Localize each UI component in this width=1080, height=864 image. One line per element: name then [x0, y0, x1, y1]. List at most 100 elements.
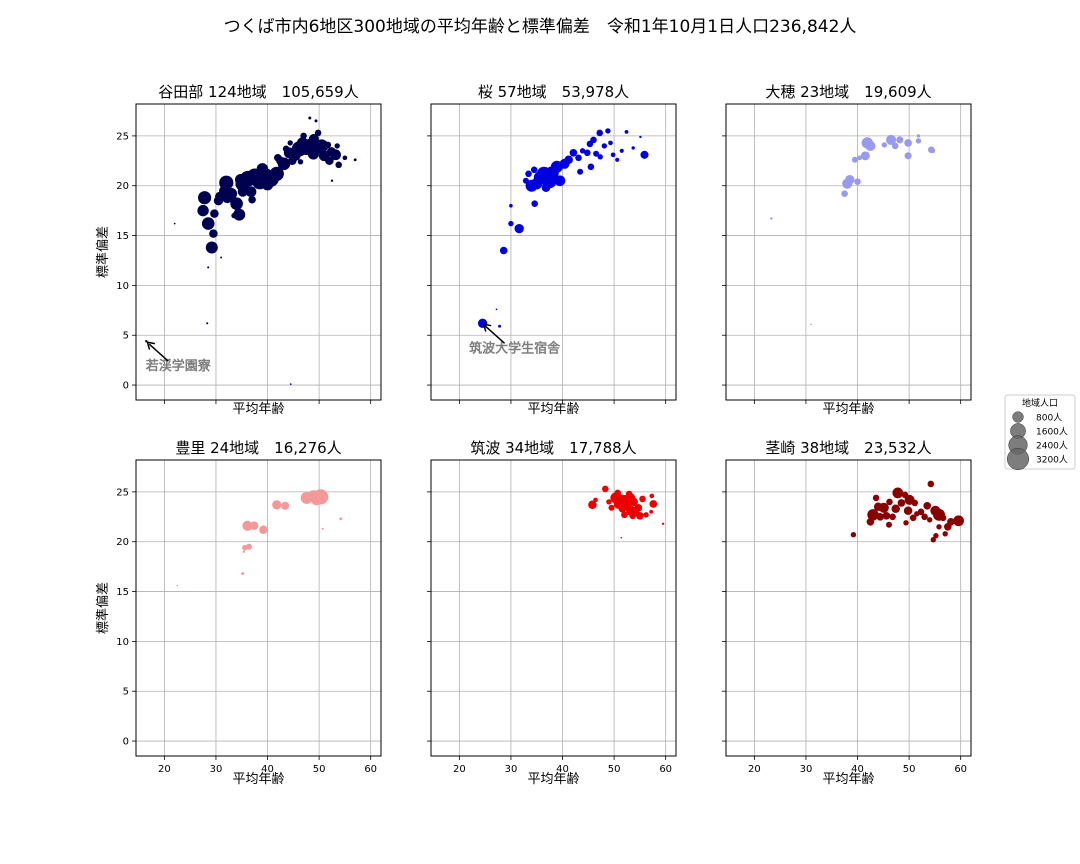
data-point [554, 175, 566, 187]
plot-frame [725, 103, 972, 401]
data-point [577, 168, 584, 175]
y-axis-label: 標準偏差 [95, 226, 111, 278]
data-point [886, 134, 897, 145]
data-point [904, 152, 912, 160]
data-point [300, 132, 307, 140]
data-point [342, 155, 348, 161]
data-point [297, 159, 304, 165]
data-point [584, 149, 591, 157]
data-point [231, 212, 237, 219]
data-point [886, 498, 893, 506]
legend-entry: 2400人 [1036, 441, 1068, 452]
data-point [889, 513, 896, 521]
y-tick-label: 10 [116, 281, 129, 292]
data-point [575, 154, 582, 162]
data-point [219, 186, 229, 196]
data-point [621, 511, 628, 519]
data-point [353, 158, 357, 162]
data-point [569, 149, 578, 157]
data-point [325, 156, 334, 166]
data-point [876, 513, 884, 521]
data-point [927, 517, 933, 523]
data-point [605, 128, 611, 134]
data-point [930, 148, 936, 154]
plot-frame [725, 459, 972, 757]
data-point [953, 515, 964, 527]
legend-marker [1007, 448, 1029, 470]
panel-title: 豊里 24地域 16,276人 [175, 439, 341, 457]
data-point [601, 143, 607, 149]
x-tick-label: 60 [364, 764, 377, 775]
data-point [579, 148, 586, 154]
data-point [314, 144, 324, 154]
y-tick-label: 0 [123, 381, 129, 392]
data-point [892, 487, 904, 499]
x-tick-label: 50 [313, 764, 326, 775]
legend-marker [1012, 411, 1024, 423]
data-point [248, 195, 256, 204]
data-point [230, 197, 243, 210]
data-point [625, 490, 633, 498]
data-point [326, 147, 337, 157]
x-tick-label: 20 [748, 764, 761, 775]
data-point [850, 532, 857, 538]
x-axis-label: 平均年齢 [527, 402, 579, 417]
x-tick-label: 20 [158, 764, 171, 775]
data-point [606, 499, 612, 505]
data-point [872, 494, 880, 502]
x-axis-label: 平均年齢 [232, 402, 284, 417]
data-point [205, 241, 218, 254]
figure-title: つくば市内6地区300地域の平均年齢と標準偏差 令和1年10月1日人口236,8… [224, 17, 857, 37]
data-point [933, 533, 939, 539]
y-tick-label: 5 [123, 687, 129, 698]
plot-frame [430, 103, 677, 401]
x-tick-label: 40 [261, 764, 274, 775]
data-point [509, 203, 513, 208]
data-point [210, 209, 219, 218]
data-point [564, 155, 573, 165]
data-point [873, 502, 883, 512]
data-point [588, 500, 597, 510]
data-point [930, 537, 936, 543]
data-point [614, 489, 621, 497]
data-point [610, 152, 616, 158]
data-point [498, 324, 502, 328]
data-point [314, 129, 322, 137]
data-point [866, 518, 875, 526]
data-point [896, 136, 904, 144]
data-point [274, 154, 282, 162]
data-point [237, 186, 248, 197]
data-point [241, 572, 245, 576]
data-point [629, 512, 636, 520]
data-point [197, 204, 209, 217]
annotation-arrowhead [482, 323, 492, 332]
data-point [173, 222, 176, 225]
data-point [176, 584, 179, 587]
data-point [308, 133, 319, 144]
data-point [324, 141, 332, 149]
data-point [860, 151, 870, 161]
y-tick-label: 5 [123, 331, 129, 342]
panel-title: 筑波 34地域 17,788人 [470, 439, 636, 457]
data-point [947, 518, 955, 526]
data-point [901, 491, 909, 499]
data-point [639, 135, 642, 139]
x-axis-label: 平均年齢 [822, 772, 874, 787]
data-point [640, 150, 649, 159]
x-tick-label: 60 [659, 764, 672, 775]
panel-title: 茎崎 38地域 23,532人 [765, 439, 931, 457]
data-point [525, 170, 532, 178]
data-point [252, 169, 262, 179]
data-point [334, 143, 340, 149]
data-point [923, 502, 931, 510]
data-point [903, 520, 909, 526]
data-point [649, 509, 654, 514]
y-tick-label: 20 [116, 537, 129, 548]
data-point [330, 179, 334, 182]
